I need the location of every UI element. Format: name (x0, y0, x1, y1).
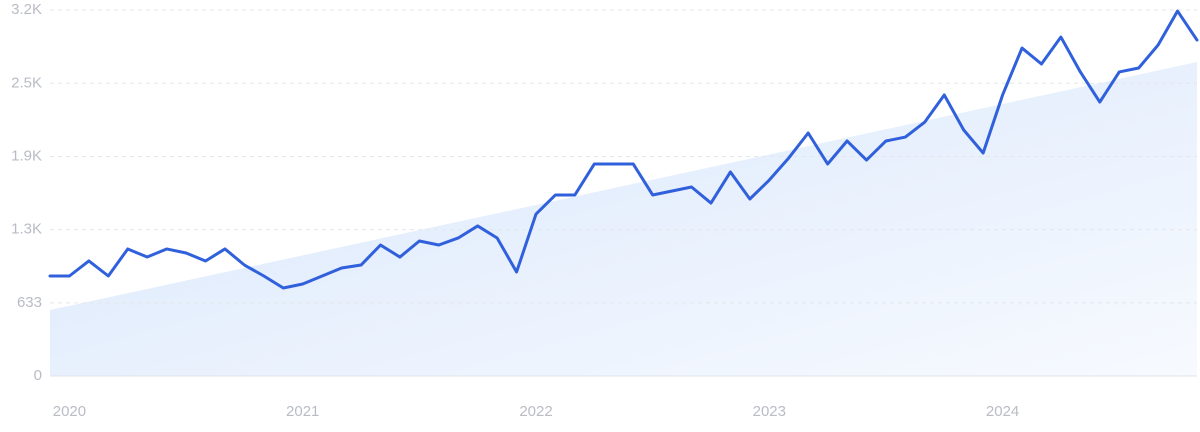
y-tick-label: 3.2K (11, 1, 42, 18)
data-line (48, 9, 1199, 290)
x-tick-label: 2023 (753, 403, 786, 420)
y-tick-label: 2.5K (11, 74, 42, 91)
y-tick-label: 1.3K (11, 221, 42, 238)
x-tick-label: 2020 (53, 403, 86, 420)
x-tick-label: 2022 (519, 403, 552, 420)
x-tick-label: 2024 (986, 403, 1019, 420)
trend-area (50, 62, 1197, 376)
y-tick-label: 633 (17, 294, 42, 311)
y-tick-label: 1.9K (11, 147, 42, 164)
y-tick-label: 0 (34, 367, 42, 384)
x-tick-label: 2021 (286, 403, 319, 420)
